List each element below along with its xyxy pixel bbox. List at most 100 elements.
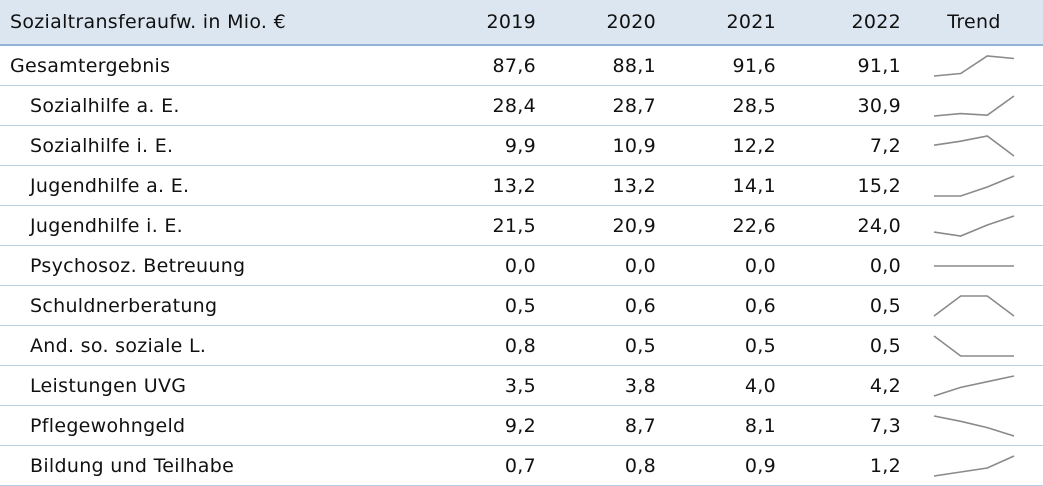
value-cell: 20,9 [540, 205, 660, 246]
row-label: Gesamtergebnis [0, 45, 440, 86]
value-cell: 91,6 [660, 45, 780, 86]
trend-line [933, 94, 1015, 117]
value-cell: 8,7 [540, 405, 660, 446]
row-label: Sozialhilfe a. E. [0, 85, 440, 126]
value-cell: 13,2 [440, 165, 540, 206]
value-cell: 0,0 [780, 245, 905, 286]
trend-line [933, 454, 1015, 477]
table-row: Sozialhilfe a. E. 28,4 28,7 28,5 30,9 [0, 85, 1043, 126]
value-cell: 0,5 [540, 325, 660, 366]
value-cell: 9,9 [440, 125, 540, 166]
trend-line [933, 134, 1015, 157]
value-cell: 28,4 [440, 85, 540, 126]
sparkline [934, 174, 1015, 197]
value-cell: 28,5 [660, 85, 780, 126]
table-body: Gesamtergebnis 87,6 88,1 91,6 91,1 Sozialhilf… [0, 45, 1043, 486]
header-row: Sozialtransferaufw. in Mio. €2019 2020 202… [0, 0, 1043, 46]
row-label: Pflegewohngeld [0, 405, 440, 446]
trend-line [934, 174, 1015, 197]
row-label: Jugendhilfe a. E. [0, 165, 440, 206]
value-cell: 22,6 [660, 205, 780, 246]
value-cell: 0,5 [440, 285, 540, 326]
sparkline [933, 294, 1015, 317]
trend-line [933, 54, 1015, 77]
value-cell: 3,8 [540, 365, 660, 406]
row-label: Psychosoz. Betreuung [0, 245, 440, 286]
sparkline [933, 454, 1015, 477]
sparkline [933, 134, 1015, 157]
sparkline [933, 54, 1015, 77]
sparkline [934, 264, 1014, 267]
table-row: Pflegewohngeld 9,2 8,7 8,1 7,3 [0, 405, 1043, 446]
trend-cell [905, 365, 1043, 406]
trend-cell [905, 85, 1043, 126]
value-cell: 3,5 [440, 365, 540, 406]
sparkline [933, 214, 1015, 237]
value-cell: 0,5 [780, 325, 905, 366]
sparkline [933, 414, 1015, 437]
value-cell: 0,0 [540, 245, 660, 286]
trend-cell [905, 325, 1043, 366]
table-row: Gesamtergebnis 87,6 88,1 91,6 91,1 [0, 45, 1043, 86]
value-cell: 12,2 [660, 125, 780, 166]
value-cell: 15,2 [780, 165, 905, 206]
table-row: And. so. soziale L. 0,8 0,5 0,5 0,5 [0, 325, 1043, 366]
trend-cell [905, 445, 1043, 486]
row-label: Sozialhilfe i. E. [0, 125, 440, 166]
value-cell: 4,2 [780, 365, 905, 406]
trend-cell [905, 125, 1043, 166]
table-row: Jugendhilfe a. E. 13,2 13,2 14,1 15,2 [0, 165, 1043, 206]
value-cell: 0,5 [780, 285, 905, 326]
header-cell: Sozialtransferaufw. in Mio. € [0, 0, 440, 46]
value-cell: 4,0 [660, 365, 780, 406]
sparkline [933, 334, 1014, 357]
value-cell: 0,0 [440, 245, 540, 286]
value-cell: 0,6 [540, 285, 660, 326]
row-label: And. so. soziale L. [0, 325, 440, 366]
trend-line [933, 294, 1015, 317]
sparkline [933, 94, 1015, 117]
value-cell: 28,7 [540, 85, 660, 126]
trend-line [933, 374, 1015, 397]
value-cell: 10,9 [540, 125, 660, 166]
value-cell: 0,7 [440, 445, 540, 486]
header-cell: 2019 [440, 0, 540, 46]
table-row: Sozialhilfe i. E. 9,9 10,9 12,2 7,2 [0, 125, 1043, 166]
table-row: Bildung und Teilhabe 0,7 0,8 0,9 1,2 [0, 445, 1043, 486]
row-label: Leistungen UVG [0, 365, 440, 406]
trend-line [933, 334, 1014, 357]
value-cell: 0,9 [660, 445, 780, 486]
header-cell: 2021 [660, 0, 780, 46]
trend-cell [905, 245, 1043, 286]
value-cell: 21,5 [440, 205, 540, 246]
table-row: Leistungen UVG 3,5 3,8 4,0 4,2 [0, 365, 1043, 406]
header-cell: 2020 [540, 0, 660, 46]
value-cell: 0,8 [440, 325, 540, 366]
row-label: Bildung und Teilhabe [0, 445, 440, 486]
value-cell: 24,0 [780, 205, 905, 246]
trend-line [933, 214, 1015, 237]
value-cell: 0,6 [660, 285, 780, 326]
value-cell: 0,0 [660, 245, 780, 286]
trend-cell [905, 45, 1043, 86]
trend-cell [905, 405, 1043, 446]
trend-cell [905, 285, 1043, 326]
value-cell: 0,5 [660, 325, 780, 366]
sparkline [933, 374, 1015, 397]
value-cell: 13,2 [540, 165, 660, 206]
trend-cell [905, 205, 1043, 246]
value-cell: 8,1 [660, 405, 780, 446]
row-label: Jugendhilfe i. E. [0, 205, 440, 246]
trend-cell [905, 165, 1043, 206]
value-cell: 7,2 [780, 125, 905, 166]
table-row: Jugendhilfe i. E. 21,5 20,9 22,6 24,0 [0, 205, 1043, 246]
value-cell: 7,3 [780, 405, 905, 446]
value-cell: 91,1 [780, 45, 905, 86]
value-cell: 88,1 [540, 45, 660, 86]
value-cell: 87,6 [440, 45, 540, 86]
value-cell: 1,2 [780, 445, 905, 486]
row-label: Schuldnerberatung [0, 285, 440, 326]
table-row: Psychosoz. Betreuung 0,0 0,0 0,0 0,0 [0, 245, 1043, 286]
header-cell: 2022 [780, 0, 905, 46]
